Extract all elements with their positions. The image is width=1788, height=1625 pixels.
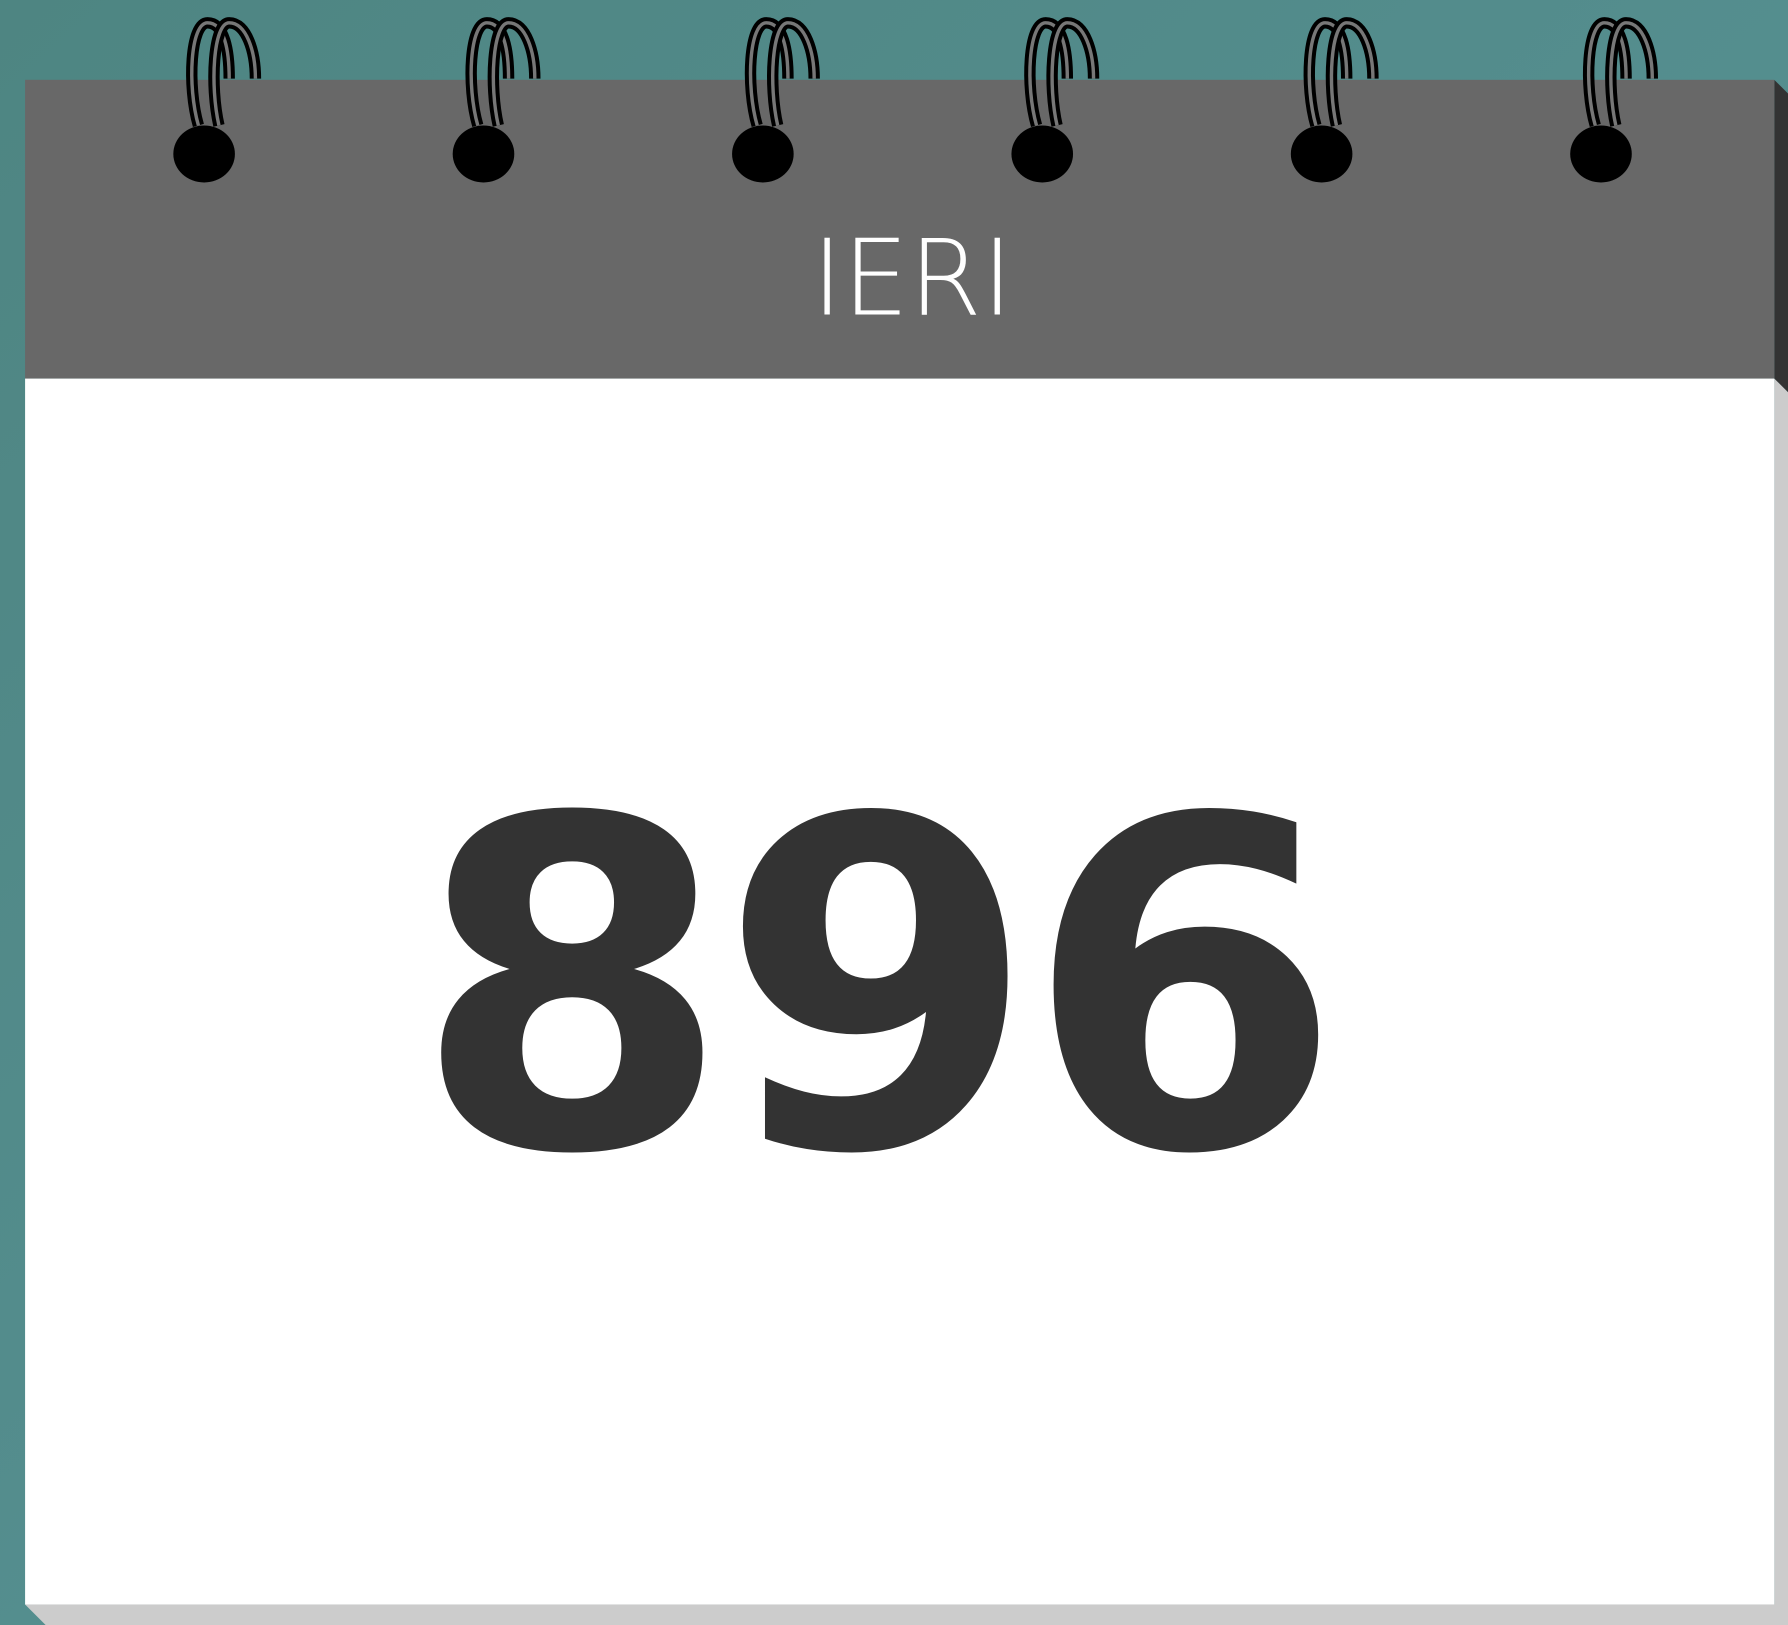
- header-title: IERI: [812, 218, 1013, 340]
- side-shadow: [1774, 79, 1788, 393]
- header-bar: [25, 79, 1775, 379]
- page-body: [25, 378, 1775, 1605]
- counter-number: 896: [413, 723, 1331, 1254]
